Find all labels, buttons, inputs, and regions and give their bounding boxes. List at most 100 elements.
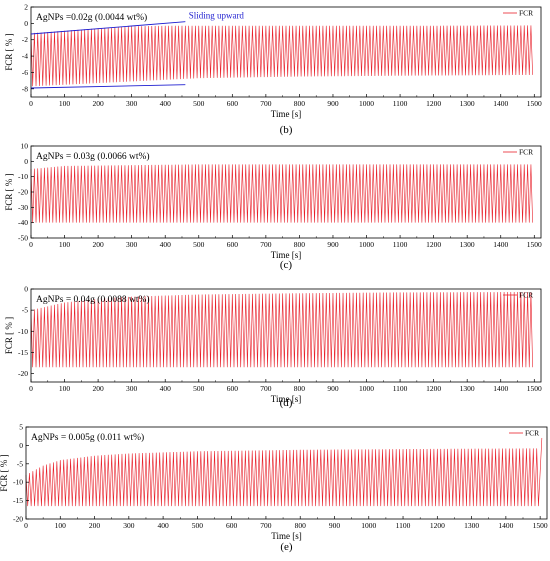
x-tick-label: 1100 [393, 240, 408, 249]
x-tick-label: 700 [260, 240, 272, 249]
plot-frame [30, 288, 542, 383]
x-tick-label: 1200 [426, 240, 441, 249]
y-tick-label: 0 [24, 285, 28, 294]
x-tick-label: 600 [227, 99, 239, 108]
x-tick-label: 1000 [359, 99, 374, 108]
x-tick-label: 200 [92, 240, 104, 249]
x-tick-label: 500 [193, 99, 205, 108]
x-tick-label: 700 [260, 384, 272, 393]
x-tick-label: 1400 [493, 240, 508, 249]
x-tick-label: 1200 [426, 384, 441, 393]
panel-caption: (c) [280, 259, 293, 271]
x-tick-label: 600 [226, 521, 238, 530]
x-tick-label: 500 [192, 521, 204, 530]
x-tick-label: 700 [260, 521, 272, 530]
x-tick-label: 1300 [460, 240, 475, 249]
x-tick-label: 1500 [533, 521, 548, 530]
x-tick-label: 100 [59, 240, 71, 249]
sliding-trend-line-0 [30, 21, 186, 35]
x-tick-label: 1500 [527, 384, 542, 393]
series-line-fcr [25, 438, 543, 507]
x-tick-label: 1200 [426, 99, 441, 108]
y-axis-title: FCR [ % ] [4, 317, 14, 354]
x-tick-label: 200 [89, 521, 101, 530]
x-tick-label: 100 [59, 99, 71, 108]
y-tick-label: -15 [13, 496, 23, 505]
series-line-fcr [30, 164, 533, 223]
y-tick-label: -8 [22, 84, 28, 93]
x-tick-label: 800 [294, 384, 306, 393]
y-tick-label: -6 [22, 68, 28, 77]
y-tick-label: 5 [19, 423, 23, 432]
x-tick-label: 0 [29, 384, 33, 393]
x-tick-label: 300 [126, 99, 138, 108]
x-axis-title: Time [s] [271, 250, 301, 260]
y-tick-label: -10 [18, 327, 28, 336]
x-tick-label: 100 [59, 384, 71, 393]
series-line-fcr [30, 291, 533, 368]
sliding-trend-line-1 [30, 84, 186, 89]
y-tick-label: -20 [18, 188, 28, 197]
composition-annotation: AgNPs = 0.03g (0.0066 wt%) [36, 151, 150, 162]
x-tick-label: 800 [295, 521, 307, 530]
x-tick-label: 1500 [527, 99, 542, 108]
x-tick-label: 0 [24, 521, 28, 530]
x-tick-label: 700 [260, 99, 272, 108]
chart-panel-1: 0 100 200 300 400 500 600 700 800 900 1000 1100 1200… [4, 142, 542, 272]
panel-caption: (e) [280, 541, 293, 553]
x-tick-label: 1500 [527, 240, 542, 249]
x-tick-label: 800 [294, 240, 306, 249]
x-tick-label: 1100 [393, 384, 408, 393]
x-tick-label: 400 [160, 99, 172, 108]
x-tick-label: 400 [160, 240, 172, 249]
x-tick-label: 800 [294, 99, 306, 108]
legend-label: FCR [519, 291, 533, 300]
x-tick-label: 100 [55, 521, 67, 530]
x-tick-label: 1100 [396, 521, 411, 530]
x-tick-label: 1300 [460, 384, 475, 393]
legend-label: FCR [519, 148, 533, 157]
y-tick-label: -30 [18, 203, 28, 212]
x-tick-label: 1000 [359, 240, 374, 249]
x-tick-label: 1300 [464, 521, 479, 530]
chart-panel-3: 0 100 200 300 400 500 600 700 800 900 1000 1100 1200… [0, 423, 548, 554]
y-tick-label: -2 [22, 35, 28, 44]
x-tick-label: 400 [160, 384, 172, 393]
panel-caption: (b) [280, 124, 293, 136]
x-tick-label: 0 [29, 240, 33, 249]
y-tick-label: 2 [24, 3, 28, 12]
x-tick-label: 1400 [493, 99, 508, 108]
y-tick-label: 0 [24, 157, 28, 166]
y-axis-title: FCR [ % ] [0, 454, 9, 491]
x-tick-label: 600 [227, 240, 239, 249]
y-tick-label: 0 [19, 441, 23, 450]
y-tick-label: 10 [21, 142, 29, 151]
sliding-upward-label: Sliding upward [189, 10, 245, 20]
x-tick-label: 1400 [498, 521, 513, 530]
x-tick-label: 600 [227, 384, 239, 393]
x-tick-label: 200 [92, 384, 104, 393]
y-tick-label: -10 [18, 172, 28, 181]
y-tick-label: -20 [18, 369, 28, 378]
legend-label: FCR [519, 9, 533, 18]
y-tick-label: -4 [22, 52, 28, 61]
y-tick-label: 0 [24, 19, 28, 28]
y-tick-label: -5 [17, 459, 23, 468]
y-tick-label: -5 [22, 306, 28, 315]
x-tick-label: 400 [157, 521, 169, 530]
x-tick-label: 900 [329, 521, 341, 530]
y-tick-label: -40 [18, 218, 28, 227]
composition-annotation: AgNPs = 0.04g (0.0088 wt%) [36, 294, 150, 305]
x-axis-title: Time [s] [271, 109, 301, 119]
x-tick-label: 200 [92, 99, 104, 108]
x-tick-label: 300 [123, 521, 135, 530]
x-tick-label: 900 [327, 240, 339, 249]
y-tick-label: -10 [13, 478, 23, 487]
x-tick-label: 500 [193, 240, 205, 249]
x-tick-label: 1400 [493, 384, 508, 393]
x-axis-title: Time [s] [271, 531, 301, 541]
x-tick-label: 1000 [361, 521, 376, 530]
y-tick-label: -20 [13, 515, 23, 524]
panel-caption: (d) [280, 397, 293, 409]
